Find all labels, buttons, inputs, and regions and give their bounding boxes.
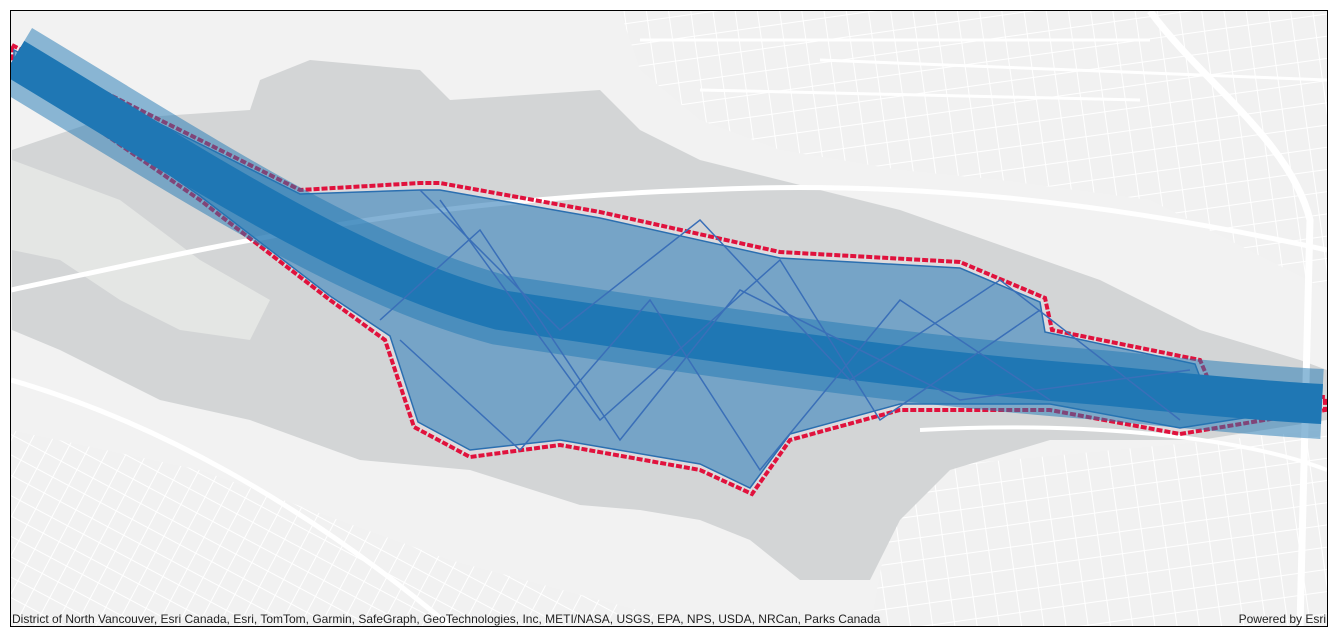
city-southeast <box>870 430 1327 626</box>
city-north <box>620 11 1327 290</box>
park <box>12 160 270 340</box>
city-south <box>11 430 700 626</box>
attribution: District of North Vancouver, Esri Canada… <box>12 612 881 626</box>
map-frame <box>10 10 1328 627</box>
powered-by[interactable]: Powered by Esri <box>1238 612 1326 626</box>
track-lines <box>379 189 1191 472</box>
